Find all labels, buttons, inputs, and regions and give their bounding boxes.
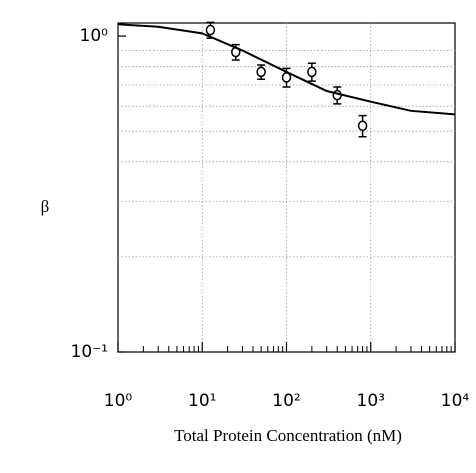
x-tick-label: 10³ <box>357 391 385 411</box>
data-point <box>307 66 317 78</box>
x-tick-label: 10¹ <box>188 391 216 411</box>
y-axis-label: β <box>41 197 50 216</box>
data-point <box>357 120 368 132</box>
x-tick-label: 10² <box>272 391 300 411</box>
fit-line <box>117 23 456 116</box>
data-point <box>205 24 216 36</box>
data-point <box>256 66 266 78</box>
x-tick-label: 10⁰ <box>104 391 133 411</box>
y-tick-label: 10⁻¹ <box>71 342 108 362</box>
x-axis-label: Total Protein Concentration (nM) <box>174 426 402 445</box>
y-tick-label: 10⁰ <box>80 26 109 46</box>
x-tick-label: 10⁴ <box>441 391 470 411</box>
